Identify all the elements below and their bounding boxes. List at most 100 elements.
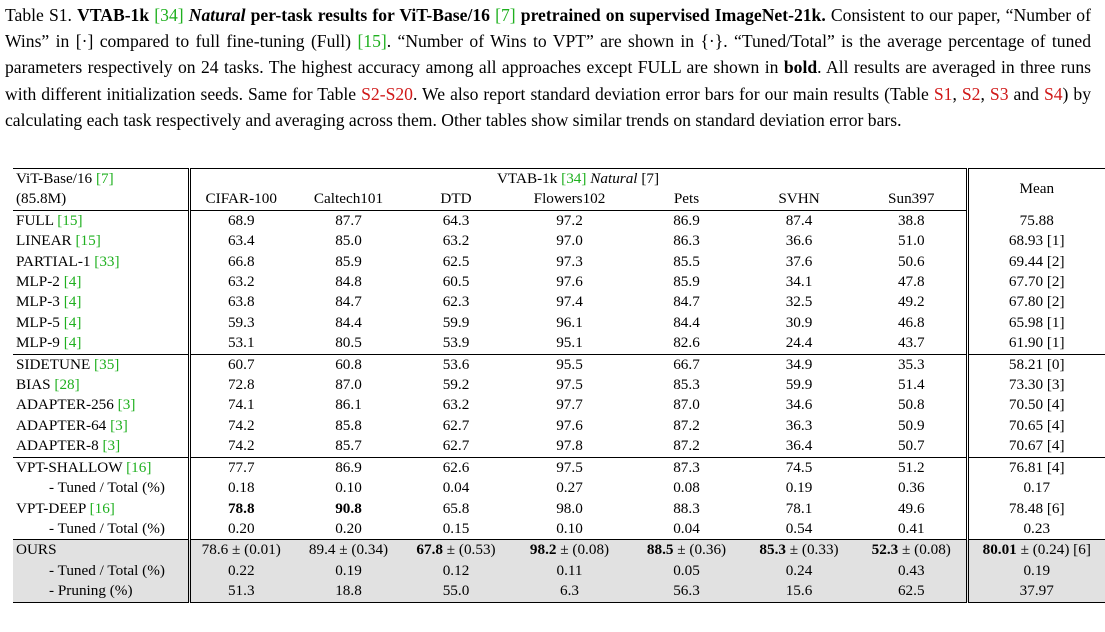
value-text: 0.11 (556, 561, 583, 579)
row-value: 63.8 (189, 292, 292, 312)
row-value: 0.11 (507, 560, 632, 582)
row-value: 86.3 (632, 231, 741, 251)
row-value: 95.1 (507, 333, 632, 354)
value-text: 97.5 (556, 376, 583, 394)
mean-value: 58.21 [0] (1008, 355, 1065, 373)
row-value: 97.0 (507, 231, 632, 251)
row-value: 63.2 (189, 272, 292, 292)
value-text: 68.9 (227, 211, 255, 229)
row-value: 0.22 (189, 560, 292, 582)
caption-title-b: per-task results for ViT-Base/16 (250, 5, 490, 25)
row-value: 78.1 (741, 499, 857, 519)
value-text: 62.5 (442, 252, 470, 270)
value-text: 0.20 (335, 519, 362, 537)
value-text: 50.7 (897, 437, 925, 455)
mean-value: 69.44 [2] (1008, 252, 1065, 270)
table-row: MLP-2 [4] 63.2 84.8 60.5 97.6 85.9 34.1 47.8 67.… (13, 272, 1105, 293)
row-value: 86.9 (292, 456, 405, 479)
row-value: 36.3 (741, 416, 857, 436)
header-task: Flowers102 (507, 189, 632, 211)
row-method-ref[interactable]: [3] (102, 437, 121, 455)
value-text: 84.4 (335, 313, 362, 331)
row-method-ref[interactable]: [28] (54, 376, 80, 394)
value-mean: 67.8 (416, 541, 443, 559)
row-method: - Pruning (%) (13, 581, 191, 603)
caption-tref-s4[interactable]: S4 (1043, 83, 1063, 104)
row-value: 35.3 (857, 353, 969, 376)
value-text: 0.10 (556, 519, 583, 537)
value-text: 84.7 (335, 293, 362, 311)
caption-tref-s2[interactable]: S2 (961, 83, 981, 104)
row-method-ref[interactable]: [15] (57, 211, 83, 229)
row-mean: 70.67 [4] (967, 436, 1105, 457)
row-value: 49.2 (857, 292, 969, 313)
caption-tref-s1[interactable]: S1 (933, 83, 953, 104)
table-row: MLP-9 [4] 53.1 80.5 53.9 95.1 82.6 24.4 43.7 61.… (13, 333, 1105, 355)
row-method: MLP-9 [4] (13, 333, 191, 355)
value-text: 84.4 (673, 313, 700, 331)
value-text: 95.1 (556, 334, 583, 352)
caption-ref-vit[interactable]: [7] (495, 5, 516, 25)
value-text: 46.8 (897, 313, 925, 331)
row-method-ref[interactable]: [33] (94, 252, 120, 270)
row-method-ref[interactable]: [16] (89, 499, 115, 517)
caption-tref-s3[interactable]: S3 (989, 83, 1009, 104)
row-method-ref[interactable]: [4] (63, 313, 82, 331)
header-group-ref[interactable]: [34] (561, 170, 587, 187)
row-method-ref[interactable]: [16] (126, 458, 152, 476)
row-value: 0.27 (507, 478, 632, 498)
caption-sep: , (980, 83, 985, 104)
caption-text-b: . “Number of Wins to VPT” are shown in {… (5, 31, 1091, 78)
caption-ref-vtab[interactable]: [34] (154, 5, 184, 25)
mean-value: 0.17 (1023, 479, 1051, 497)
header-backbone-label: ViT-Base/16 (16, 170, 93, 187)
row-value: 62.3 (405, 292, 507, 312)
row-value: 32.5 (741, 292, 857, 312)
value-text: 98.0 (556, 499, 583, 517)
caption-text-c: . All results are averaged in three runs… (5, 57, 1091, 104)
row-method-ref[interactable]: [3] (110, 416, 128, 434)
value-text: 53.1 (227, 334, 255, 352)
value-text: 84.8 (335, 273, 362, 291)
row-method-ref[interactable]: [4] (63, 293, 82, 311)
row-value: 77.7 (189, 456, 292, 479)
value-text: 34.6 (785, 396, 813, 414)
value-text: 97.7 (556, 396, 583, 414)
mean-value: 67.80 [2] (1008, 293, 1065, 311)
row-method-name: BIAS (16, 376, 51, 394)
row-value: 38.8 (857, 210, 969, 232)
value-text: 0.08 (673, 479, 700, 497)
row-method-ref[interactable]: [15] (75, 232, 101, 250)
mean-value: 67.70 [2] (1008, 273, 1065, 291)
table-row: MLP-3 [4] 63.8 84.7 62.3 97.4 84.7 32.5 49.2 67.… (13, 292, 1105, 313)
row-method-name: MLP-2 (16, 273, 60, 291)
row-mean: 37.97 (967, 581, 1105, 603)
row-value: 59.2 (405, 375, 507, 395)
row-method-ref[interactable]: [4] (63, 273, 82, 291)
value-text: 63.2 (442, 396, 470, 414)
row-value: 68.9 (189, 210, 292, 231)
caption-ref-full[interactable]: [15] (357, 31, 387, 52)
value-text: 47.8 (897, 273, 925, 291)
row-method: MLP-3 [4] (13, 292, 191, 313)
row-value: 0.08 (632, 478, 741, 498)
caption-tref-range[interactable]: S2-S20 (361, 83, 413, 104)
value-mean: 88.5 (646, 541, 674, 559)
row-method-ref[interactable]: [4] (63, 334, 82, 352)
row-method-ref[interactable]: [35] (94, 355, 120, 373)
value-text: 32.5 (785, 293, 813, 311)
value-text: 0.12 (442, 561, 470, 579)
row-value: 36.4 (741, 436, 857, 457)
value-text: 88.3 (673, 499, 700, 517)
row-value: 85.9 (632, 272, 741, 292)
header-backbone-ref[interactable]: [7] (95, 170, 114, 187)
row-method-ref[interactable]: [3] (117, 396, 136, 414)
row-method: VPT-DEEP [16] (13, 498, 191, 519)
mean-value: 0.23 (1023, 519, 1051, 537)
value-text: 36.4 (785, 437, 813, 455)
row-value: 60.5 (405, 272, 507, 292)
value-text: 97.6 (556, 416, 583, 434)
row-value: 78.6 ± (0.01) (189, 539, 292, 561)
row-mean: 70.50 [4] (967, 395, 1105, 415)
value-text: 85.0 (335, 232, 362, 250)
